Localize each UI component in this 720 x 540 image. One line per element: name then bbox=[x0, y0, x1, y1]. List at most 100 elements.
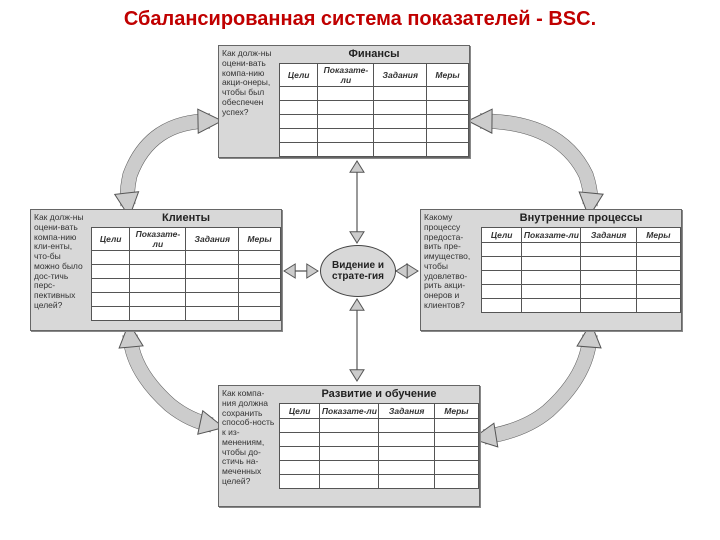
col-header: Показате-ли bbox=[130, 228, 186, 251]
cell bbox=[427, 115, 469, 129]
cell bbox=[318, 115, 374, 129]
cell bbox=[92, 265, 130, 279]
panel-learning: Как компа-ния должна сохранить способ-но… bbox=[218, 385, 480, 507]
cell bbox=[280, 447, 320, 461]
cell bbox=[482, 257, 522, 271]
cell bbox=[427, 143, 469, 157]
cell bbox=[92, 251, 130, 265]
panel-processes-label: Внутренние процессы bbox=[481, 210, 681, 227]
cell bbox=[427, 87, 469, 101]
cell bbox=[636, 285, 680, 299]
cell bbox=[636, 299, 680, 313]
cell bbox=[581, 243, 636, 257]
cell bbox=[130, 307, 186, 321]
cell bbox=[186, 265, 239, 279]
cell bbox=[522, 299, 581, 313]
cell bbox=[434, 475, 478, 489]
cell bbox=[320, 447, 379, 461]
panel-processes: Какому процессу предоста-вить пре-имущес… bbox=[420, 209, 682, 331]
panel-clients-table: ЦелиПоказате-лиЗаданияМеры bbox=[91, 227, 281, 321]
cell bbox=[374, 129, 427, 143]
cell bbox=[434, 447, 478, 461]
cell bbox=[522, 243, 581, 257]
cell bbox=[280, 115, 318, 129]
cell bbox=[636, 271, 680, 285]
panel-finance-table: ЦелиПоказате-лиЗаданияМеры bbox=[279, 63, 469, 157]
col-header: Задания bbox=[186, 228, 239, 251]
panel-processes-table: ЦелиПоказате-лиЗаданияМеры bbox=[481, 227, 681, 313]
panel-finance-label: Финансы bbox=[279, 46, 469, 63]
cell bbox=[130, 279, 186, 293]
col-header: Цели bbox=[482, 228, 522, 243]
cell bbox=[581, 299, 636, 313]
cell bbox=[522, 271, 581, 285]
cell bbox=[522, 257, 581, 271]
panel-processes-question: Какому процессу предоста-вить пре-имущес… bbox=[421, 210, 481, 314]
cell bbox=[320, 461, 379, 475]
col-header: Задания bbox=[374, 64, 427, 87]
cell bbox=[379, 447, 434, 461]
cell bbox=[280, 433, 320, 447]
cell bbox=[320, 433, 379, 447]
panel-clients-question: Как долж-ны оцени-вать компа-нию кли-ент… bbox=[31, 210, 91, 321]
cell bbox=[374, 115, 427, 129]
cell bbox=[374, 87, 427, 101]
col-header: Меры bbox=[434, 404, 478, 419]
cell bbox=[434, 419, 478, 433]
cell bbox=[581, 257, 636, 271]
cell bbox=[320, 419, 379, 433]
cell bbox=[280, 129, 318, 143]
cell bbox=[280, 87, 318, 101]
cell bbox=[280, 461, 320, 475]
cell bbox=[239, 307, 281, 321]
panel-clients: Как долж-ны оцени-вать компа-нию кли-ент… bbox=[30, 209, 282, 331]
cell bbox=[482, 299, 522, 313]
cell bbox=[318, 129, 374, 143]
cell bbox=[239, 293, 281, 307]
col-header: Меры bbox=[239, 228, 281, 251]
cell bbox=[280, 419, 320, 433]
cell bbox=[92, 293, 130, 307]
cell bbox=[434, 433, 478, 447]
cell bbox=[379, 461, 434, 475]
cell bbox=[374, 101, 427, 115]
cell bbox=[482, 285, 522, 299]
cell bbox=[374, 143, 427, 157]
cell bbox=[280, 143, 318, 157]
cell bbox=[581, 285, 636, 299]
cell bbox=[522, 285, 581, 299]
cell bbox=[581, 271, 636, 285]
col-header: Цели bbox=[280, 404, 320, 419]
col-header: Меры bbox=[427, 64, 469, 87]
center-label: Видение и страте-гия bbox=[321, 260, 395, 282]
col-header: Показате-ли bbox=[522, 228, 581, 243]
cell bbox=[280, 101, 318, 115]
cell bbox=[434, 461, 478, 475]
cell bbox=[92, 307, 130, 321]
cell bbox=[379, 433, 434, 447]
diagram-canvas: Как долж-ны оцени-вать компа-нию акци-он… bbox=[0, 35, 720, 535]
cell bbox=[186, 251, 239, 265]
panel-learning-question: Как компа-ния должна сохранить способ-но… bbox=[219, 386, 279, 490]
cell bbox=[636, 257, 680, 271]
cell bbox=[427, 101, 469, 115]
col-header: Задания bbox=[379, 404, 434, 419]
cell bbox=[379, 475, 434, 489]
cell bbox=[92, 279, 130, 293]
cell bbox=[318, 143, 374, 157]
cell bbox=[130, 293, 186, 307]
cell bbox=[318, 101, 374, 115]
cell bbox=[482, 243, 522, 257]
col-header: Меры bbox=[636, 228, 680, 243]
cell bbox=[130, 251, 186, 265]
col-header: Цели bbox=[280, 64, 318, 87]
cell bbox=[186, 279, 239, 293]
cell bbox=[318, 87, 374, 101]
panel-finance-question: Как долж-ны оцени-вать компа-нию акци-он… bbox=[219, 46, 279, 157]
center-vision-oval: Видение и страте-гия bbox=[320, 245, 396, 297]
col-header: Показате-ли bbox=[318, 64, 374, 87]
cell bbox=[130, 265, 186, 279]
col-header: Цели bbox=[92, 228, 130, 251]
cell bbox=[239, 251, 281, 265]
cell bbox=[636, 243, 680, 257]
